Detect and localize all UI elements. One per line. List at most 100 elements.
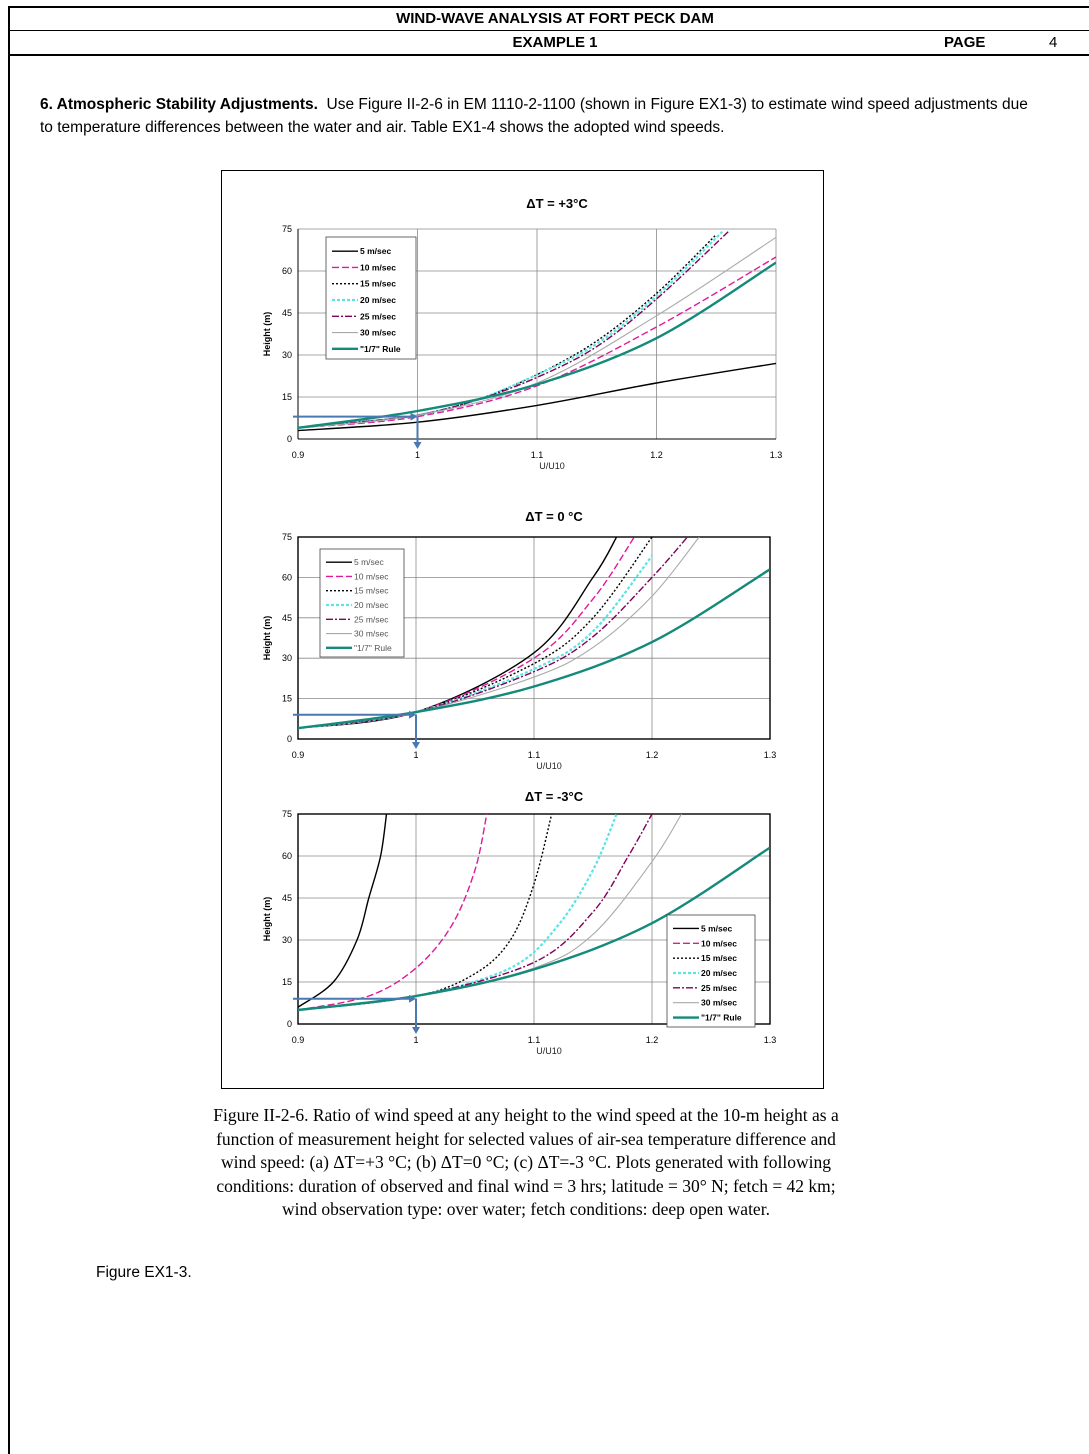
y-axis-label: Height (m) [262, 312, 272, 357]
plot-frame [297, 813, 771, 1025]
x-tick-label: 1.3 [764, 750, 777, 760]
legend-label: 5 m/sec [360, 246, 391, 256]
chart-2: 0 15 30 45 60 75 0.9 1 1.1 1.2 1.3 ΔT = 0 °C U/U10 He… [262, 509, 776, 771]
section-body: Use Figure II-2-6 in EM 1110-2-1100 (sho… [40, 96, 1028, 136]
legend-label: "1/7" Rule [354, 643, 392, 653]
legend-label: 30 m/sec [360, 328, 396, 338]
legend-label: 15 m/sec [354, 586, 389, 596]
y-tick-label: 45 [282, 308, 292, 318]
y-tick-label: 15 [282, 392, 292, 402]
legend-label: 10 m/sec [701, 938, 737, 948]
legend-label: 25 m/sec [360, 311, 396, 321]
legend-label: 20 m/sec [701, 968, 737, 978]
reference-arrowhead [412, 742, 420, 749]
legend-label: 15 m/sec [701, 953, 737, 963]
reference-arrowhead [413, 442, 422, 449]
legend-label: "1/7" Rule [360, 344, 401, 354]
chart-legend: 5 m/sec 10 m/sec 15 m/sec 20 m/sec 25 m/sec 3… [319, 548, 405, 658]
legend-box [666, 914, 756, 1028]
series-line [298, 568, 770, 730]
header-rule [8, 30, 1089, 31]
figure-caption: Figure II-2-6. Ratio of wind speed at an… [213, 1105, 839, 1219]
x-tick-label: 1 [413, 1035, 418, 1045]
x-tick-label: 1.2 [646, 750, 659, 760]
x-tick-label: 1.2 [650, 450, 663, 460]
chart-1: 0 15 30 45 60 75 0.9 1 1.1 1.2 1.3 ΔT = +3°C U/U10 He… [262, 196, 782, 471]
reference-arrowhead [410, 412, 418, 421]
y-tick-label: 15 [282, 977, 292, 987]
series-line [298, 555, 653, 730]
y-axis-label: Height (m) [262, 616, 272, 661]
y-tick-label: 45 [282, 613, 292, 623]
series-line [298, 846, 770, 1012]
x-tick-label: 1 [413, 750, 418, 760]
document-title: WIND-WAVE ANALYSIS AT FORT PECK DAM [396, 10, 714, 27]
series-line [298, 814, 553, 1011]
legend-label: 25 m/sec [354, 614, 389, 624]
x-tick-label: 1.2 [646, 1035, 659, 1045]
y-tick-label: 0 [287, 734, 292, 744]
reference-arrowhead [409, 994, 416, 1003]
reference-arrowhead [412, 1027, 420, 1034]
legend-label: 30 m/sec [701, 998, 737, 1008]
legend-label: 10 m/sec [354, 571, 389, 581]
x-tick-label: 1.1 [528, 1035, 541, 1045]
y-tick-label: 30 [282, 350, 292, 360]
y-tick-label: 75 [282, 224, 292, 234]
series-line [298, 362, 776, 432]
x-axis-label: U/U10 [539, 461, 565, 471]
x-tick-label: 1.1 [531, 450, 544, 460]
legend-label: 20 m/sec [360, 295, 396, 305]
y-tick-label: 30 [282, 653, 292, 663]
figure-label: Figure EX1-3. [96, 1264, 192, 1281]
chart-3: 0 15 30 45 60 75 0.9 1 1.1 1.2 1.3 ΔT = -3°C U/U10 He… [262, 789, 776, 1056]
chart-legend: 5 m/sec 10 m/sec 15 m/sec 20 m/sec 25 m/sec 3… [325, 236, 417, 360]
series-line [298, 256, 776, 429]
y-tick-label: 0 [287, 434, 292, 444]
reference-arrowhead [409, 710, 416, 719]
section-paragraph: 6. Atmospheric Stability Adjustments. Us… [40, 93, 1040, 139]
page-number: 4 [1049, 34, 1058, 51]
figure-box: 0 15 30 45 60 75 0.9 1 1.1 1.2 1.3 ΔT = +3°C U/U10 He… [221, 170, 824, 1089]
x-axis-label: U/U10 [536, 761, 562, 771]
y-axis-label: Height (m) [262, 897, 272, 942]
legend-label: 5 m/sec [354, 557, 385, 567]
x-tick-label: 0.9 [292, 750, 305, 760]
legend-label: 30 m/sec [354, 629, 389, 639]
series-line [298, 814, 618, 1012]
series-line [298, 234, 717, 429]
y-tick-label: 60 [282, 266, 292, 276]
chart-title: ΔT = -3°C [525, 789, 584, 804]
y-tick-label: 0 [287, 1019, 292, 1029]
chart-legend: 5 m/sec 10 m/sec 15 m/sec 20 m/sec 25 m/sec 3… [666, 914, 756, 1028]
legend-box [319, 548, 405, 658]
legend-label: 10 m/sec [360, 262, 396, 272]
x-tick-label: 1.3 [764, 1035, 777, 1045]
chart-title: ΔT = 0 °C [525, 509, 583, 524]
y-tick-label: 15 [282, 694, 292, 704]
page-frame [8, 6, 1089, 1454]
legend-label: 15 m/sec [360, 279, 396, 289]
y-tick-label: 60 [282, 572, 292, 582]
x-axis-label: U/U10 [536, 1046, 562, 1056]
series-line [298, 236, 776, 429]
y-tick-label: 45 [282, 893, 292, 903]
figure-charts: 0 15 30 45 60 75 0.9 1 1.1 1.2 1.3 ΔT = +3°C U/U10 He… [262, 196, 782, 1056]
series-line [298, 814, 488, 1011]
series-line [298, 231, 729, 429]
y-tick-label: 30 [282, 935, 292, 945]
x-tick-label: 0.9 [292, 450, 305, 460]
series-line [298, 537, 635, 729]
page-label: PAGE [944, 34, 986, 51]
y-tick-label: 60 [282, 851, 292, 861]
legend-label: 20 m/sec [354, 600, 389, 610]
document-subtitle: EXAMPLE 1 [512, 34, 598, 51]
y-tick-label: 75 [282, 809, 292, 819]
x-tick-label: 1 [415, 450, 420, 460]
section-heading: 6. Atmospheric Stability Adjustments. [40, 96, 318, 113]
x-tick-label: 1.1 [528, 750, 541, 760]
series-line [298, 814, 388, 1008]
legend-box [325, 236, 417, 360]
x-tick-label: 0.9 [292, 1035, 305, 1045]
chart-title: ΔT = +3°C [526, 196, 588, 211]
